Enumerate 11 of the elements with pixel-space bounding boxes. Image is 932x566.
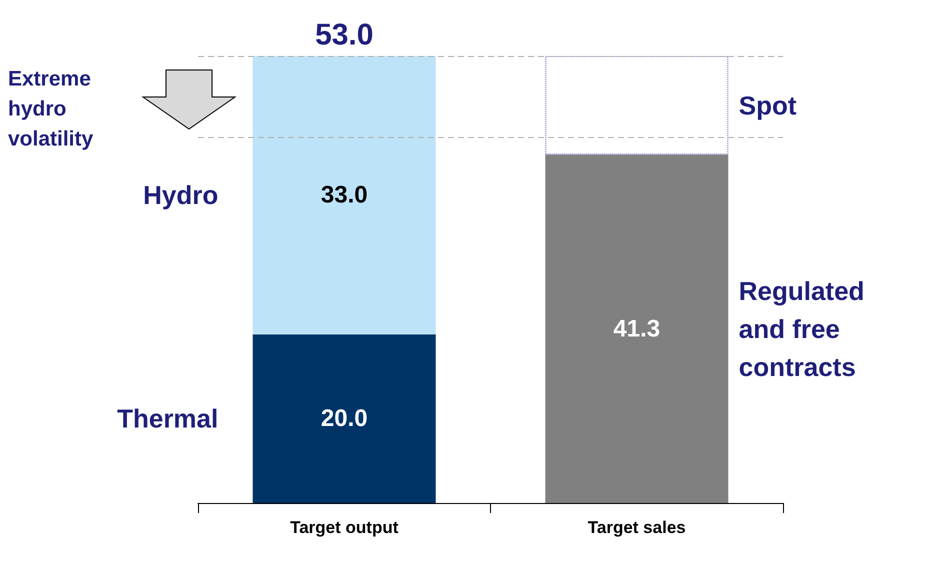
series-label: Hydro <box>143 180 218 210</box>
series-label: Thermal <box>117 404 218 434</box>
series-label: Spot <box>738 90 797 120</box>
text: Extreme hydro volatility <box>8 68 97 150</box>
data-label: 20.0 <box>320 405 368 432</box>
data-label: 41.3 <box>613 315 660 342</box>
data-label: 33.0 <box>320 182 368 209</box>
x-tick-label: Target output <box>290 518 399 537</box>
x-tick-label: Target sales <box>588 518 686 537</box>
series-label: Regulated and free contracts <box>738 276 872 382</box>
total-label: 53.0 <box>315 18 374 52</box>
